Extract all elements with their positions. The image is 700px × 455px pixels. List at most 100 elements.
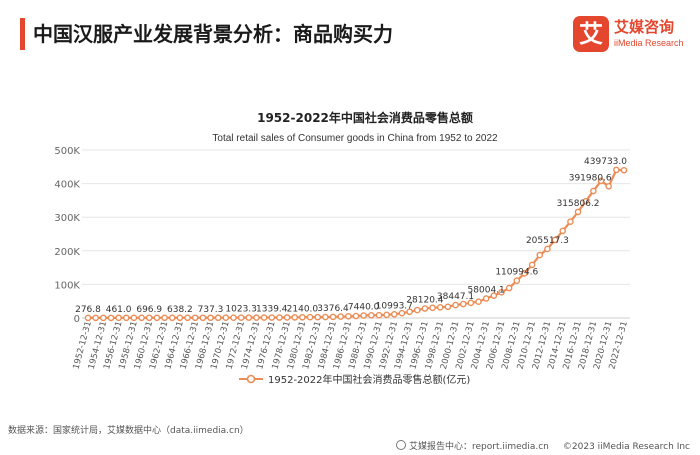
chart-legend: 1952-2022年中国社会消费品零售总额(亿元) (239, 373, 470, 386)
data-point (406, 308, 413, 316)
data-label: 1339.4 (256, 305, 288, 315)
data-point (513, 277, 521, 285)
y-tick-label: 400K (54, 180, 80, 191)
data-label: 1023.3 (225, 305, 257, 315)
data-label: 276.8 (75, 305, 101, 315)
data-point (253, 314, 260, 321)
data-label: 461.0 (106, 305, 132, 315)
data-point (574, 208, 582, 216)
data-point (260, 314, 268, 321)
brand-name: 艾媒咨询 (614, 18, 675, 36)
data-label: 3376.4 (317, 304, 349, 314)
data-point (138, 314, 145, 322)
y-axis-ticks: 0 100K 200K 300K 400K 500K (54, 146, 80, 325)
report-center-link[interactable]: 艾媒报告中心：report.iimedia.cn (408, 442, 549, 452)
data-point (337, 313, 344, 320)
data-point (536, 251, 544, 259)
data-label: 391980.6 (569, 173, 612, 183)
data-point (436, 304, 444, 311)
data-point (314, 313, 322, 321)
data-point (329, 313, 337, 321)
y-tick-label: 300K (54, 213, 80, 224)
data-point (237, 314, 245, 321)
data-point (368, 311, 375, 319)
data-label: 58004.1 (468, 286, 505, 296)
data-point (498, 289, 505, 296)
data-point (276, 314, 283, 321)
data-point (398, 309, 406, 317)
data-point (222, 314, 230, 322)
data-point (92, 314, 99, 322)
data-point (429, 304, 436, 312)
data-point (452, 301, 459, 309)
data-source-note: 数据来源：国家统计局，艾媒数据中心（data.iimedia.cn） (8, 426, 249, 436)
data-point (84, 314, 92, 322)
data-label: 7440.0 (348, 303, 380, 313)
data-point (444, 303, 452, 311)
data-point (567, 218, 574, 226)
data-point (207, 314, 214, 322)
data-label: 2140.0 (287, 304, 319, 314)
data-point (122, 314, 130, 322)
data-point (199, 314, 207, 322)
data-point (383, 311, 390, 319)
page-title: 中国汉服产业发展背景分析：商品购买力 (33, 22, 393, 46)
data-point (490, 292, 498, 299)
brand-logo-icon: 艾 (573, 16, 609, 52)
data-point (613, 166, 620, 174)
chart-gridlines (82, 149, 630, 319)
data-label: 10993.7 (376, 301, 413, 311)
data-label: 638.2 (167, 305, 193, 315)
data-label: 28120.4 (406, 296, 443, 306)
data-point (107, 314, 115, 322)
data-point (230, 314, 237, 321)
copyright-text: ©2023 iiMedia Research Inc (562, 442, 690, 452)
data-point (467, 299, 475, 307)
data-point (245, 314, 253, 321)
y-tick-label: 200K (54, 247, 80, 258)
data-point (322, 313, 329, 321)
data-point (360, 312, 367, 319)
data-point (145, 314, 153, 322)
data-point (100, 314, 107, 322)
data-point (582, 198, 590, 205)
data-point (505, 284, 513, 292)
data-point (191, 314, 199, 322)
data-point (306, 313, 314, 321)
data-label: 38447.1 (437, 292, 474, 302)
data-point (413, 306, 421, 314)
data-point (459, 300, 467, 308)
y-tick-label: 100K (54, 280, 80, 291)
legend-label: 1952-2022年中国社会消费品零售总额(亿元) (268, 373, 470, 386)
chart-title: 1952-2022年中国社会消费品零售总额 (257, 110, 473, 125)
y-tick-label: 0 (74, 314, 80, 325)
data-point (551, 236, 559, 244)
data-point (168, 314, 176, 322)
data-point (345, 313, 352, 320)
title-accent-bar (20, 18, 25, 50)
data-point (475, 298, 482, 306)
chart-subtitle: Total retail sales of Consumer goods in … (212, 133, 498, 144)
data-point (390, 311, 398, 318)
y-tick-label: 500K (54, 146, 80, 157)
data-point (268, 314, 276, 321)
data-point (544, 245, 551, 253)
data-point (130, 314, 138, 322)
data-point (482, 295, 490, 302)
data-label: 110994.6 (495, 268, 538, 278)
data-label: 737.3 (198, 305, 224, 315)
data-point (184, 314, 191, 322)
data-point (291, 314, 299, 321)
data-point (521, 270, 528, 277)
data-point (176, 314, 184, 322)
data-label: 439733.0 (584, 157, 627, 167)
data-point (153, 314, 161, 322)
data-point (605, 182, 612, 190)
data-label: 315806.2 (557, 199, 600, 209)
data-point (421, 305, 429, 312)
data-point (590, 187, 597, 195)
data-point (115, 314, 122, 322)
footer-credits: 艾媒报告中心：report.iimedia.cn ©2023 iiMedia Re… (395, 439, 690, 452)
data-label: 205517.3 (526, 236, 569, 246)
